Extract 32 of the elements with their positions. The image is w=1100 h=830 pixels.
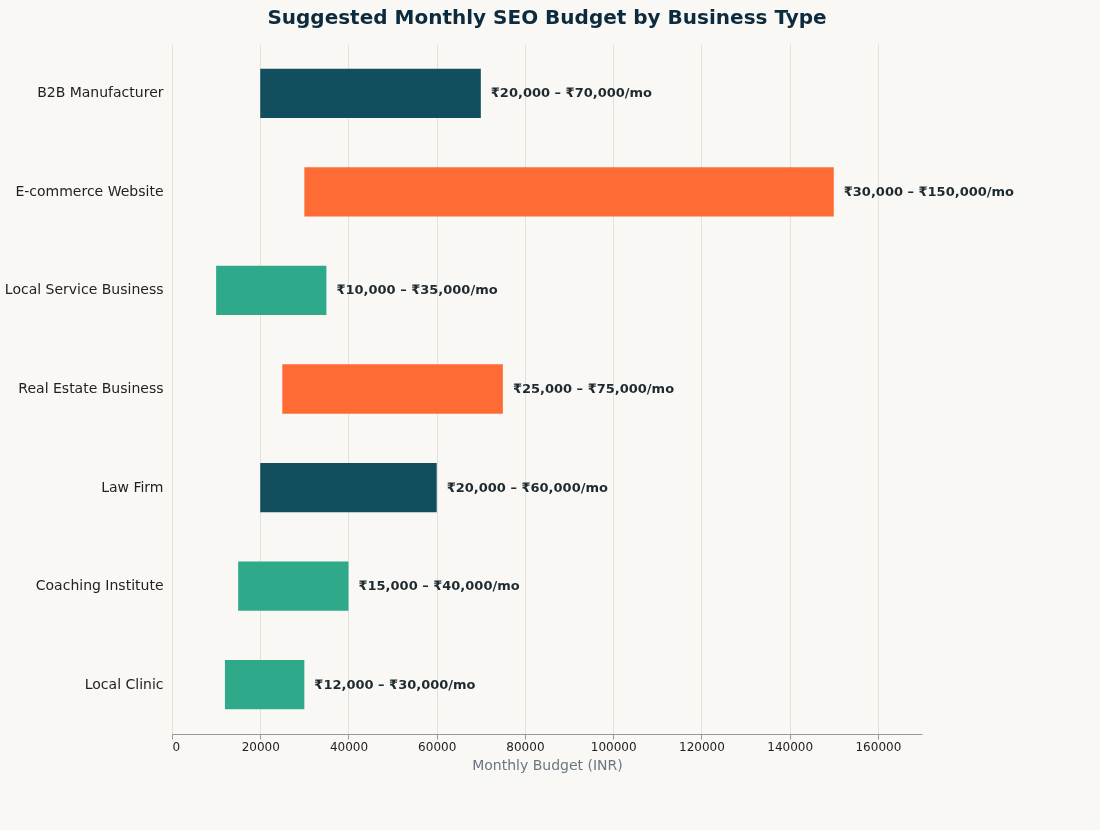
x-tick-label: 140000 xyxy=(767,739,814,754)
x-tick-label: 0 xyxy=(172,739,181,754)
data-label: ₹15,000 – ₹40,000/mo xyxy=(358,578,520,594)
bar xyxy=(260,462,437,513)
y-tick-label: Local Clinic xyxy=(84,675,164,692)
chart-title: Suggested Monthly SEO Budget by Business Type xyxy=(267,5,827,29)
y-tick-label: Coaching Institute xyxy=(35,577,164,594)
y-tick-label: Real Estate Business xyxy=(18,380,164,396)
data-label: ₹20,000 – ₹70,000/mo xyxy=(490,85,653,101)
x-tick-label: 160000 xyxy=(855,739,902,754)
bar xyxy=(282,364,503,414)
bar xyxy=(238,561,349,611)
y-tick-label: B2B Manufacturer xyxy=(37,84,164,101)
bar xyxy=(260,68,481,118)
y-tick-label: Local Service Business xyxy=(4,281,164,298)
x-tick-label: 60000 xyxy=(418,739,457,754)
data-label: ₹25,000 – ₹75,000/mo xyxy=(512,381,675,396)
x-tick-label: 120000 xyxy=(679,739,725,754)
bar xyxy=(224,660,305,710)
bar xyxy=(304,167,834,217)
x-axis-title: Monthly Budget (INR) xyxy=(472,756,623,773)
data-label: ₹10,000 – ₹35,000/mo xyxy=(336,282,498,298)
data-label: ₹12,000 – ₹30,000/mo xyxy=(314,676,476,692)
bar xyxy=(216,265,327,316)
x-tick-label: 100000 xyxy=(590,739,637,754)
y-tick-label: E-commerce Website xyxy=(15,182,164,199)
data-label: ₹30,000 – ₹150,000/mo xyxy=(843,183,1015,199)
x-tick-label: 80000 xyxy=(506,739,545,754)
x-tick-label: 20000 xyxy=(241,739,280,754)
x-tick-label: 40000 xyxy=(329,739,369,754)
data-label: ₹20,000 – ₹60,000/mo xyxy=(446,479,608,495)
y-tick-label: Law Firm xyxy=(101,478,164,495)
